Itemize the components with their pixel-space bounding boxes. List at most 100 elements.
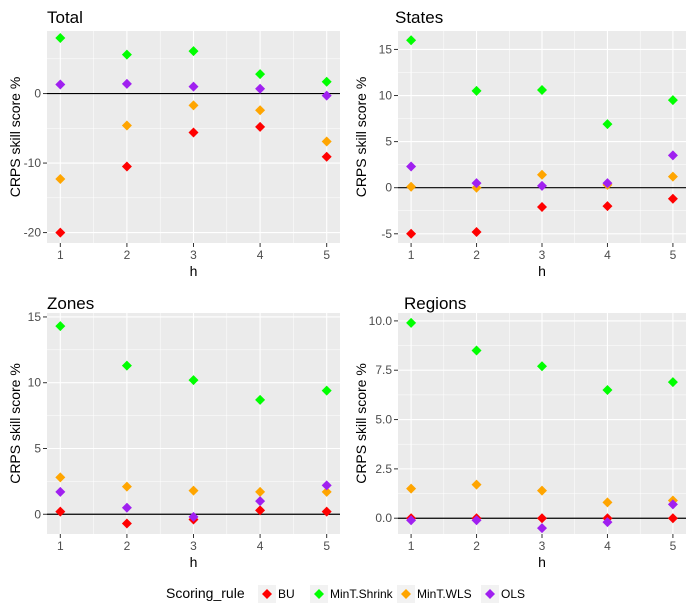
point-bu xyxy=(188,127,199,138)
y-tick-label: 5 xyxy=(34,441,41,455)
x-tick-label: 5 xyxy=(323,539,330,553)
x-tick-label: 1 xyxy=(408,539,415,553)
x-tick-label: 3 xyxy=(539,248,546,262)
legend-item-label: MinT.Shrink xyxy=(330,587,394,601)
point-mint-shrink xyxy=(188,46,199,57)
x-axis-label: h xyxy=(538,263,546,279)
x-tick-label: 2 xyxy=(124,248,131,262)
x-tick-label: 1 xyxy=(408,248,415,262)
y-tick-label: 10 xyxy=(28,376,42,390)
series-mint-shrink xyxy=(406,317,678,395)
series-ols xyxy=(55,480,332,522)
point-bu xyxy=(537,202,547,213)
y-axis-label: CRPS skill score % xyxy=(7,363,23,484)
point-ols xyxy=(188,81,199,92)
point-ols xyxy=(471,515,482,526)
point-mint-wls xyxy=(121,481,132,492)
x-axis-label: h xyxy=(538,554,546,570)
legend-key-diamond xyxy=(401,589,411,599)
x-tick-label: 4 xyxy=(257,248,264,262)
panel-total: -20 -10 0 1 2 3 4 5 Total h CRPS skill score % xyxy=(7,8,340,279)
panels: -20 -10 0 1 2 3 4 5 Total h CRPS skill score % -5 0 5… xyxy=(7,8,686,570)
point-ols xyxy=(321,90,332,101)
point-mint-wls xyxy=(188,100,199,111)
point-ols xyxy=(121,502,132,513)
y-tick-label: 10 xyxy=(379,89,393,103)
y-tick-label: 15 xyxy=(379,42,393,56)
x-tick-label: 3 xyxy=(190,248,197,262)
y-tick-label: 15 xyxy=(28,310,42,324)
y-tick-label: 10.0 xyxy=(369,314,393,328)
point-ols xyxy=(602,178,613,189)
legend: Scoring_rule BU MinT.Shrink MinT.WLS OLS xyxy=(166,585,525,603)
point-bu xyxy=(321,506,332,517)
series-mint-shrink xyxy=(55,321,332,405)
x-tick-label: 4 xyxy=(604,248,611,262)
point-ols xyxy=(121,78,132,89)
series-mint-shrink xyxy=(55,32,332,87)
x-tick-label: 1 xyxy=(57,248,64,262)
point-mint-shrink xyxy=(321,76,332,87)
point-ols xyxy=(255,83,266,94)
point-ols xyxy=(55,79,66,90)
point-ols xyxy=(406,515,417,526)
point-bu xyxy=(667,193,678,204)
point-ols xyxy=(55,486,66,497)
x-axis-label: h xyxy=(190,263,198,279)
point-ols xyxy=(537,180,547,191)
point-mint-shrink xyxy=(55,321,66,332)
point-mint-shrink xyxy=(121,49,132,60)
point-ols xyxy=(188,511,199,522)
x-tick-label: 5 xyxy=(323,248,330,262)
point-mint-wls xyxy=(321,486,332,497)
point-ols xyxy=(667,499,678,510)
point-mint-wls xyxy=(602,497,613,508)
x-tick-label: 4 xyxy=(257,539,264,553)
y-tick-label: 2.5 xyxy=(375,462,392,476)
y-tick-label: 0 xyxy=(34,87,41,101)
panel-zones: 0 5 10 15 1 2 3 4 5 Zones h CRPS skill score % xyxy=(7,294,340,570)
y-tick-label: -10 xyxy=(24,156,42,170)
series-ols xyxy=(406,150,678,191)
point-bu xyxy=(255,505,266,516)
y-axis-label: CRPS skill score % xyxy=(353,363,369,484)
point-bu xyxy=(406,228,417,239)
legend-item-mint-wls: MinT.WLS xyxy=(397,585,472,603)
point-mint-shrink xyxy=(471,85,482,96)
y-axis-label: CRPS skill score % xyxy=(7,77,23,198)
point-mint-shrink xyxy=(537,361,547,372)
point-ols xyxy=(321,480,332,491)
series-bu xyxy=(55,121,332,238)
point-bu xyxy=(321,151,332,162)
point-mint-shrink xyxy=(188,375,199,386)
point-bu xyxy=(255,121,266,132)
point-ols xyxy=(406,161,417,172)
legend-item-ols: OLS xyxy=(481,585,525,603)
legend-item-mint-shrink: MinT.Shrink xyxy=(310,585,394,603)
series-mint-wls xyxy=(55,100,332,185)
point-mint-wls xyxy=(188,485,199,496)
point-mint-wls xyxy=(667,171,678,182)
point-bu xyxy=(55,506,66,517)
point-bu xyxy=(471,226,482,237)
x-tick-label: 2 xyxy=(124,539,131,553)
series-ols xyxy=(406,499,678,534)
x-tick-label: 5 xyxy=(670,539,677,553)
point-bu xyxy=(121,161,132,172)
point-ols xyxy=(255,496,266,507)
x-tick-label: 3 xyxy=(539,539,546,553)
y-tick-label: 0 xyxy=(385,181,392,195)
point-bu xyxy=(55,227,66,238)
point-mint-wls xyxy=(321,136,332,147)
point-bu xyxy=(602,201,613,212)
panel-title: Total xyxy=(47,8,83,27)
x-tick-label: 2 xyxy=(473,539,480,553)
legend-key-diamond xyxy=(262,589,272,599)
point-mint-wls xyxy=(406,181,417,192)
point-mint-shrink xyxy=(471,345,482,356)
legend-item-label: MinT.WLS xyxy=(417,587,472,601)
point-ols xyxy=(602,517,613,528)
panel-title: States xyxy=(395,8,443,27)
y-tick-label: 0 xyxy=(34,507,41,521)
